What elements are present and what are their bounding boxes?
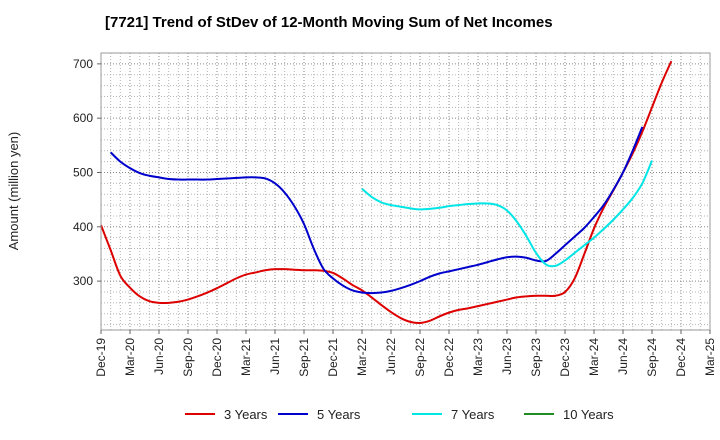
legend: 3 Years 5 Years 7 Years 10 Years: [185, 407, 614, 422]
grid-layer: [101, 53, 710, 330]
x-tick-label: Jun-24: [616, 338, 630, 375]
legend-label: 7 Years: [451, 407, 495, 422]
x-tick-label: Dec-22: [442, 338, 456, 377]
x-tick-label: Mar-23: [471, 338, 485, 376]
x-tick-label: Mar-21: [239, 338, 253, 376]
x-tick-label: Jun-23: [500, 338, 514, 375]
series-line-7-years: [361, 160, 653, 268]
x-tick-label: Jun-21: [268, 338, 282, 375]
x-tick-label: Dec-21: [326, 338, 340, 377]
x-tick-label: Dec-19: [94, 338, 108, 377]
x-tick-label: Jun-22: [384, 338, 398, 375]
x-tick-label: Sep-24: [645, 338, 659, 377]
x-tick-label: Jun-20: [152, 338, 166, 375]
x-tick-label: Sep-23: [529, 338, 543, 377]
y-tick-label: 300: [73, 274, 93, 288]
series-layer: [100, 60, 673, 324]
legend-label: 5 Years: [317, 407, 361, 422]
chart-title: [7721] Trend of StDev of 12-Month Moving…: [105, 14, 553, 31]
y-tick-label: 700: [73, 57, 93, 71]
legend-label: 3 Years: [224, 407, 268, 422]
axis-layer: 300 400 500 600 700 Dec-19 Mar-20 Jun-20 Sep-20 D…: [73, 57, 717, 377]
x-tick-label: Dec-24: [674, 338, 688, 377]
x-tick-label: Sep-22: [413, 338, 427, 377]
series-line-3-years: [100, 60, 673, 324]
y-tick-label: 500: [73, 165, 93, 179]
x-tick-label: Mar-20: [123, 338, 137, 376]
x-tick-label: Mar-22: [355, 338, 369, 376]
legend-label: 10 Years: [563, 407, 614, 422]
x-tick-label: Dec-20: [210, 338, 224, 377]
x-tick-label: Dec-23: [558, 338, 572, 377]
x-tick-label: Sep-20: [181, 338, 195, 377]
y-tick-label: 600: [73, 111, 93, 125]
series-line-5-years: [109, 126, 644, 295]
x-tick-label: Mar-25: [703, 338, 717, 376]
y-axis-label: Amount (million yen): [6, 132, 21, 251]
x-tick-label: Sep-21: [297, 338, 311, 377]
y-tick-label: 400: [73, 220, 93, 234]
x-tick-label: Mar-24: [587, 338, 601, 376]
plot-frame: [100, 52, 711, 331]
